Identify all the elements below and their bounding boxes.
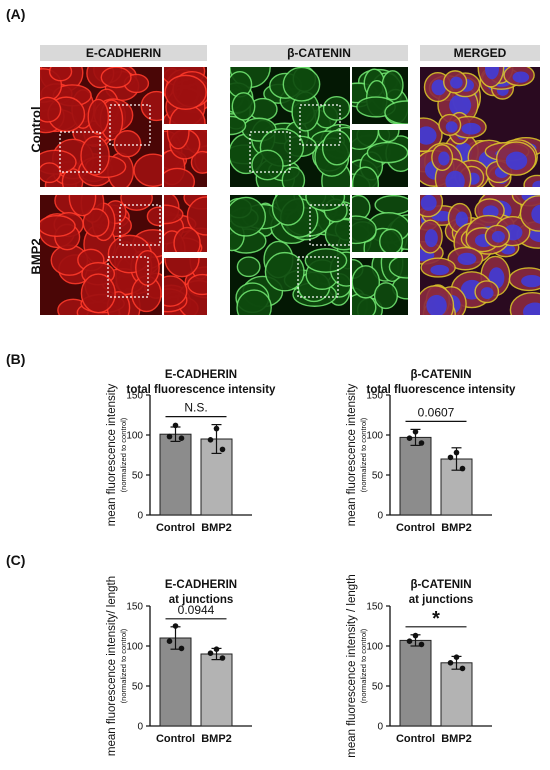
data-point: [219, 446, 226, 453]
micrograph-merged: [420, 195, 540, 315]
y-tick-label: 100: [126, 642, 143, 653]
data-point: [172, 422, 179, 429]
panel-label-b: (B): [6, 351, 26, 367]
significance-annotation: 0.0944: [178, 603, 215, 617]
micrograph-ecad-inset: [164, 130, 207, 187]
chart-subtitle: at junctions: [169, 594, 234, 606]
data-point: [418, 440, 425, 446]
micrograph-bcat-inset: [352, 67, 408, 124]
y-tick-label: 50: [132, 682, 144, 693]
category-label: BMP2: [201, 522, 232, 534]
panel-label-a: (A): [6, 6, 26, 22]
y-axis-sublabel: (normalized to control): [119, 417, 128, 492]
chart-subtitle: total fluorescence intensity: [367, 384, 517, 396]
y-tick-label: 100: [366, 431, 383, 442]
significance-annotation: 0.0607: [418, 405, 455, 419]
micrograph-bcat-inset: [352, 258, 408, 315]
bar: [159, 433, 192, 516]
y-axis-sublabel: (normalized to control): [359, 628, 368, 703]
data-point: [178, 645, 185, 652]
data-point: [406, 638, 413, 644]
data-point: [207, 650, 214, 656]
data-point: [219, 655, 226, 661]
data-point: [453, 654, 460, 660]
y-axis-label: mean fluorescence intensity / length: [346, 574, 358, 757]
data-point: [412, 632, 419, 639]
micrograph-ecad-inset: [164, 258, 207, 315]
micrograph-bcat-main: [230, 195, 350, 315]
category-label: Control: [156, 733, 195, 745]
data-point: [166, 638, 173, 644]
bar: [440, 662, 473, 727]
micrograph-ecad-main: [40, 195, 162, 315]
chart-title: E-CADHERIN: [165, 369, 237, 381]
y-tick-label: 0: [377, 511, 383, 522]
category-label: Control: [396, 522, 435, 534]
data-point: [459, 665, 466, 672]
y-axis-sublabel: (normalized to control): [119, 628, 128, 703]
data-point: [418, 641, 425, 648]
y-axis-label: mean fluorescence intensity/ length: [106, 576, 118, 756]
data-point: [447, 660, 454, 666]
y-tick-label: 50: [372, 682, 384, 693]
header-e-cadherin: E-CADHERIN: [40, 45, 207, 61]
category-label: Control: [396, 733, 435, 745]
chart-title: β-CATENIN: [410, 579, 471, 591]
micrograph-ecad-main: [40, 67, 162, 187]
data-point: [166, 433, 173, 440]
y-tick-label: 50: [372, 471, 384, 482]
chart-title: β-CATENIN: [410, 369, 471, 381]
y-tick-label: 0: [137, 511, 143, 522]
y-axis-label: mean fluorescence intensity: [106, 383, 118, 526]
bar: [200, 653, 233, 727]
header-beta-catenin: β-CATENIN: [230, 45, 408, 61]
micrograph-merged: [420, 67, 540, 187]
data-point: [213, 425, 220, 432]
y-tick-label: 0: [377, 722, 383, 733]
data-point: [213, 646, 220, 652]
y-tick-label: 0: [137, 722, 143, 733]
category-label: Control: [156, 522, 195, 534]
micrograph-bcat-inset: [352, 130, 408, 187]
chart-title: E-CADHERIN: [165, 579, 237, 591]
category-label: BMP2: [201, 733, 232, 745]
data-point: [412, 429, 419, 435]
micrograph-bcat-inset: [352, 195, 408, 252]
header-merged: MERGED: [420, 45, 540, 61]
bar: [399, 639, 432, 727]
y-tick-label: 150: [126, 391, 143, 402]
significance-annotation: *: [432, 608, 440, 630]
data-point: [447, 454, 454, 461]
data-point: [459, 465, 466, 472]
panel-label-c: (C): [6, 552, 26, 568]
chart-subtitle: total fluorescence intensity: [127, 384, 277, 396]
data-point: [406, 435, 413, 442]
micrograph-bcat-main: [230, 67, 350, 187]
y-axis-sublabel: (normalized to control): [359, 417, 368, 492]
significance-annotation: N.S.: [184, 401, 207, 415]
micrograph-ecad-inset: [164, 67, 207, 124]
category-label: BMP2: [441, 733, 472, 745]
y-tick-label: 50: [132, 471, 144, 482]
y-tick-label: 150: [366, 391, 383, 402]
data-point: [207, 437, 214, 443]
data-point: [453, 449, 460, 456]
data-point: [178, 435, 185, 442]
micrograph-ecad-inset: [164, 195, 207, 252]
data-point: [172, 623, 179, 629]
y-axis-label: mean fluorescence intensity: [346, 383, 358, 526]
y-tick-label: 150: [126, 602, 143, 613]
bar: [159, 637, 192, 727]
y-tick-label: 100: [126, 431, 143, 442]
chart-subtitle: at junctions: [409, 594, 474, 606]
bar: [200, 438, 233, 516]
bar: [399, 436, 432, 516]
y-tick-label: 100: [366, 642, 383, 653]
y-tick-label: 150: [366, 602, 383, 613]
category-label: BMP2: [441, 522, 472, 534]
